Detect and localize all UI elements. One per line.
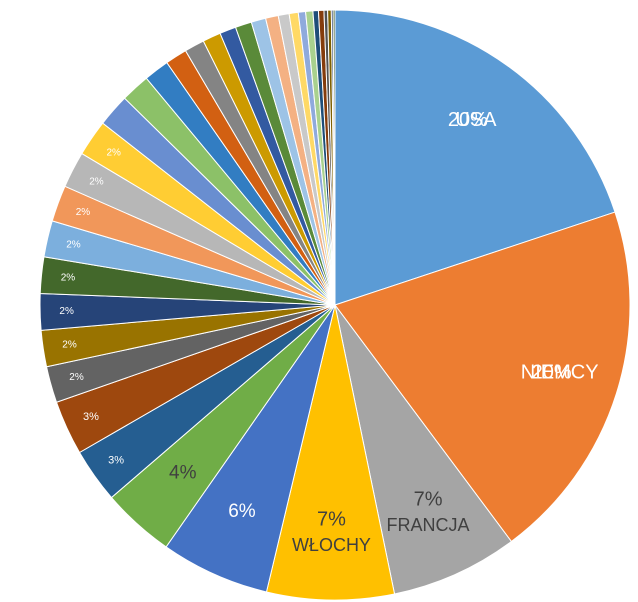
slice-value-label: 4% xyxy=(169,463,197,484)
pie-slice xyxy=(332,9,336,306)
pie-slice xyxy=(265,304,396,601)
slice-value-label: 6% xyxy=(228,501,256,522)
slice-category-label: USA xyxy=(455,109,497,131)
slice-category-label: WŁOCHY xyxy=(292,535,371,555)
slice-value-label: 2% xyxy=(76,207,91,218)
slice-value-label: 2% xyxy=(69,372,84,383)
slice-value-label: 2% xyxy=(61,272,76,283)
slice-category-label: FRANCJA xyxy=(387,515,470,535)
pie-slice xyxy=(334,304,513,595)
slice-value-label: 7% xyxy=(414,489,443,511)
slice-value-label: 2% xyxy=(62,339,77,350)
slice-category-label: NIEMCY xyxy=(521,361,599,383)
slice-value-label: 20% xyxy=(532,361,572,383)
slice-value-label: 2% xyxy=(59,306,74,317)
slice-value-label: 2% xyxy=(89,176,104,187)
slice-value-label: 2% xyxy=(106,148,121,159)
pie-slice xyxy=(334,9,616,306)
slice-value-label: 3% xyxy=(108,454,124,466)
slice-value-label: 7% xyxy=(317,508,346,530)
pie-slice xyxy=(334,211,631,543)
slice-value-label: 20% xyxy=(448,109,488,131)
slice-value-label: 2% xyxy=(66,239,81,250)
slice-value-label: 3% xyxy=(83,411,99,423)
